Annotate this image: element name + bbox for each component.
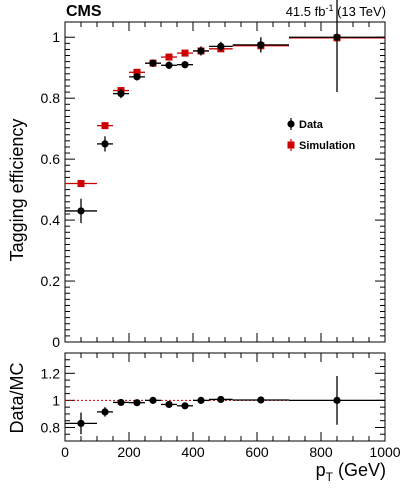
- simulation-marker: [101, 122, 109, 130]
- data-marker: [149, 59, 157, 67]
- lumi-energy: (13 TeV): [333, 4, 386, 19]
- efficiency-y-tick-label: 0.6: [41, 151, 61, 167]
- efficiency-panel: 0 0.2 0.4 0.6 0.8 1 Tagging efficiency Data Si…: [7, 0, 386, 350]
- ratio-marker: [217, 395, 225, 404]
- ratio-y-axis-title: Data/MC: [7, 362, 27, 433]
- ratio-marker: [197, 396, 205, 404]
- efficiency-y-axis-title: Tagging efficiency: [7, 119, 27, 262]
- ratio-marker: [333, 396, 341, 404]
- data-marker: [217, 42, 225, 50]
- ratio-marker: [165, 400, 173, 409]
- simulation-marker: [181, 49, 189, 57]
- efficiency-markers: [65, 0, 385, 224]
- lumi-superscript: -1: [325, 3, 333, 13]
- efficiency-y-tick-label: 0: [52, 334, 60, 350]
- x-tick-label: 200: [117, 444, 141, 460]
- experiment-label: CMS: [66, 3, 102, 20]
- luminosity-label: 41.5 fb-1 (13 TeV): [286, 3, 386, 19]
- legend-entry-data-label: Data: [299, 119, 324, 131]
- simulation-marker: [133, 68, 141, 76]
- ratio-marker: [133, 399, 141, 407]
- ratio-marker: [77, 419, 85, 427]
- ratio-marker: [149, 396, 157, 404]
- efficiency-y-axis: 0 0.2 0.4 0.6 0.8 1: [41, 29, 385, 350]
- x-tick-label: 600: [245, 444, 269, 460]
- x-axis-title: pT (GeV): [316, 460, 386, 484]
- x-tick-label: 400: [181, 444, 205, 460]
- data-marker: [197, 47, 205, 55]
- legend-entry-simulation-marker: [287, 141, 295, 149]
- ratio-x-axis: 0 200 400 600 800 1000: [61, 353, 401, 460]
- x-axis-title-unit: (GeV): [333, 460, 386, 480]
- data-marker: [165, 61, 173, 69]
- efficiency-y-tick-label: 0.4: [41, 212, 61, 228]
- ratio-y-tick-label: 1: [52, 392, 60, 408]
- ratio-marker: [181, 402, 189, 410]
- ratio-y-axis: 0.8 1 1.2: [41, 352, 385, 442]
- ratio-markers: [65, 376, 385, 435]
- x-tick-label: 800: [309, 444, 333, 460]
- efficiency-y-tick-label: 0.2: [41, 273, 61, 289]
- data-marker: [77, 207, 85, 215]
- ratio-marker: [257, 396, 265, 404]
- x-axis-title-subscript: T: [326, 470, 334, 484]
- data-marker: [101, 140, 109, 148]
- x-tick-label: 0: [61, 444, 69, 460]
- ratio-y-tick-label: 1.2: [41, 365, 61, 381]
- data-marker: [133, 73, 141, 81]
- efficiency-legend: Data Simulation: [287, 118, 356, 152]
- data-marker: [117, 90, 125, 98]
- data-marker: [181, 61, 189, 69]
- ratio-y-tick-label: 0.8: [41, 419, 61, 435]
- ratio-panel: 0.8 1 1.2 0 200 400 600 800 1000 Data/MC pT (Ge…: [7, 352, 401, 484]
- simulation-marker: [165, 53, 173, 61]
- legend-entry-data-marker: [287, 120, 295, 128]
- ratio-marker: [117, 398, 125, 407]
- data-marker: [333, 33, 341, 41]
- ratio-marker: [101, 408, 109, 416]
- x-tick-label: 1000: [369, 444, 400, 460]
- simulation-marker: [77, 180, 85, 188]
- efficiency-y-tick-label: 0.8: [41, 90, 61, 106]
- efficiency-y-tick-label: 1: [52, 29, 60, 45]
- data-marker: [257, 41, 265, 49]
- legend-entry-simulation-label: Simulation: [299, 140, 356, 152]
